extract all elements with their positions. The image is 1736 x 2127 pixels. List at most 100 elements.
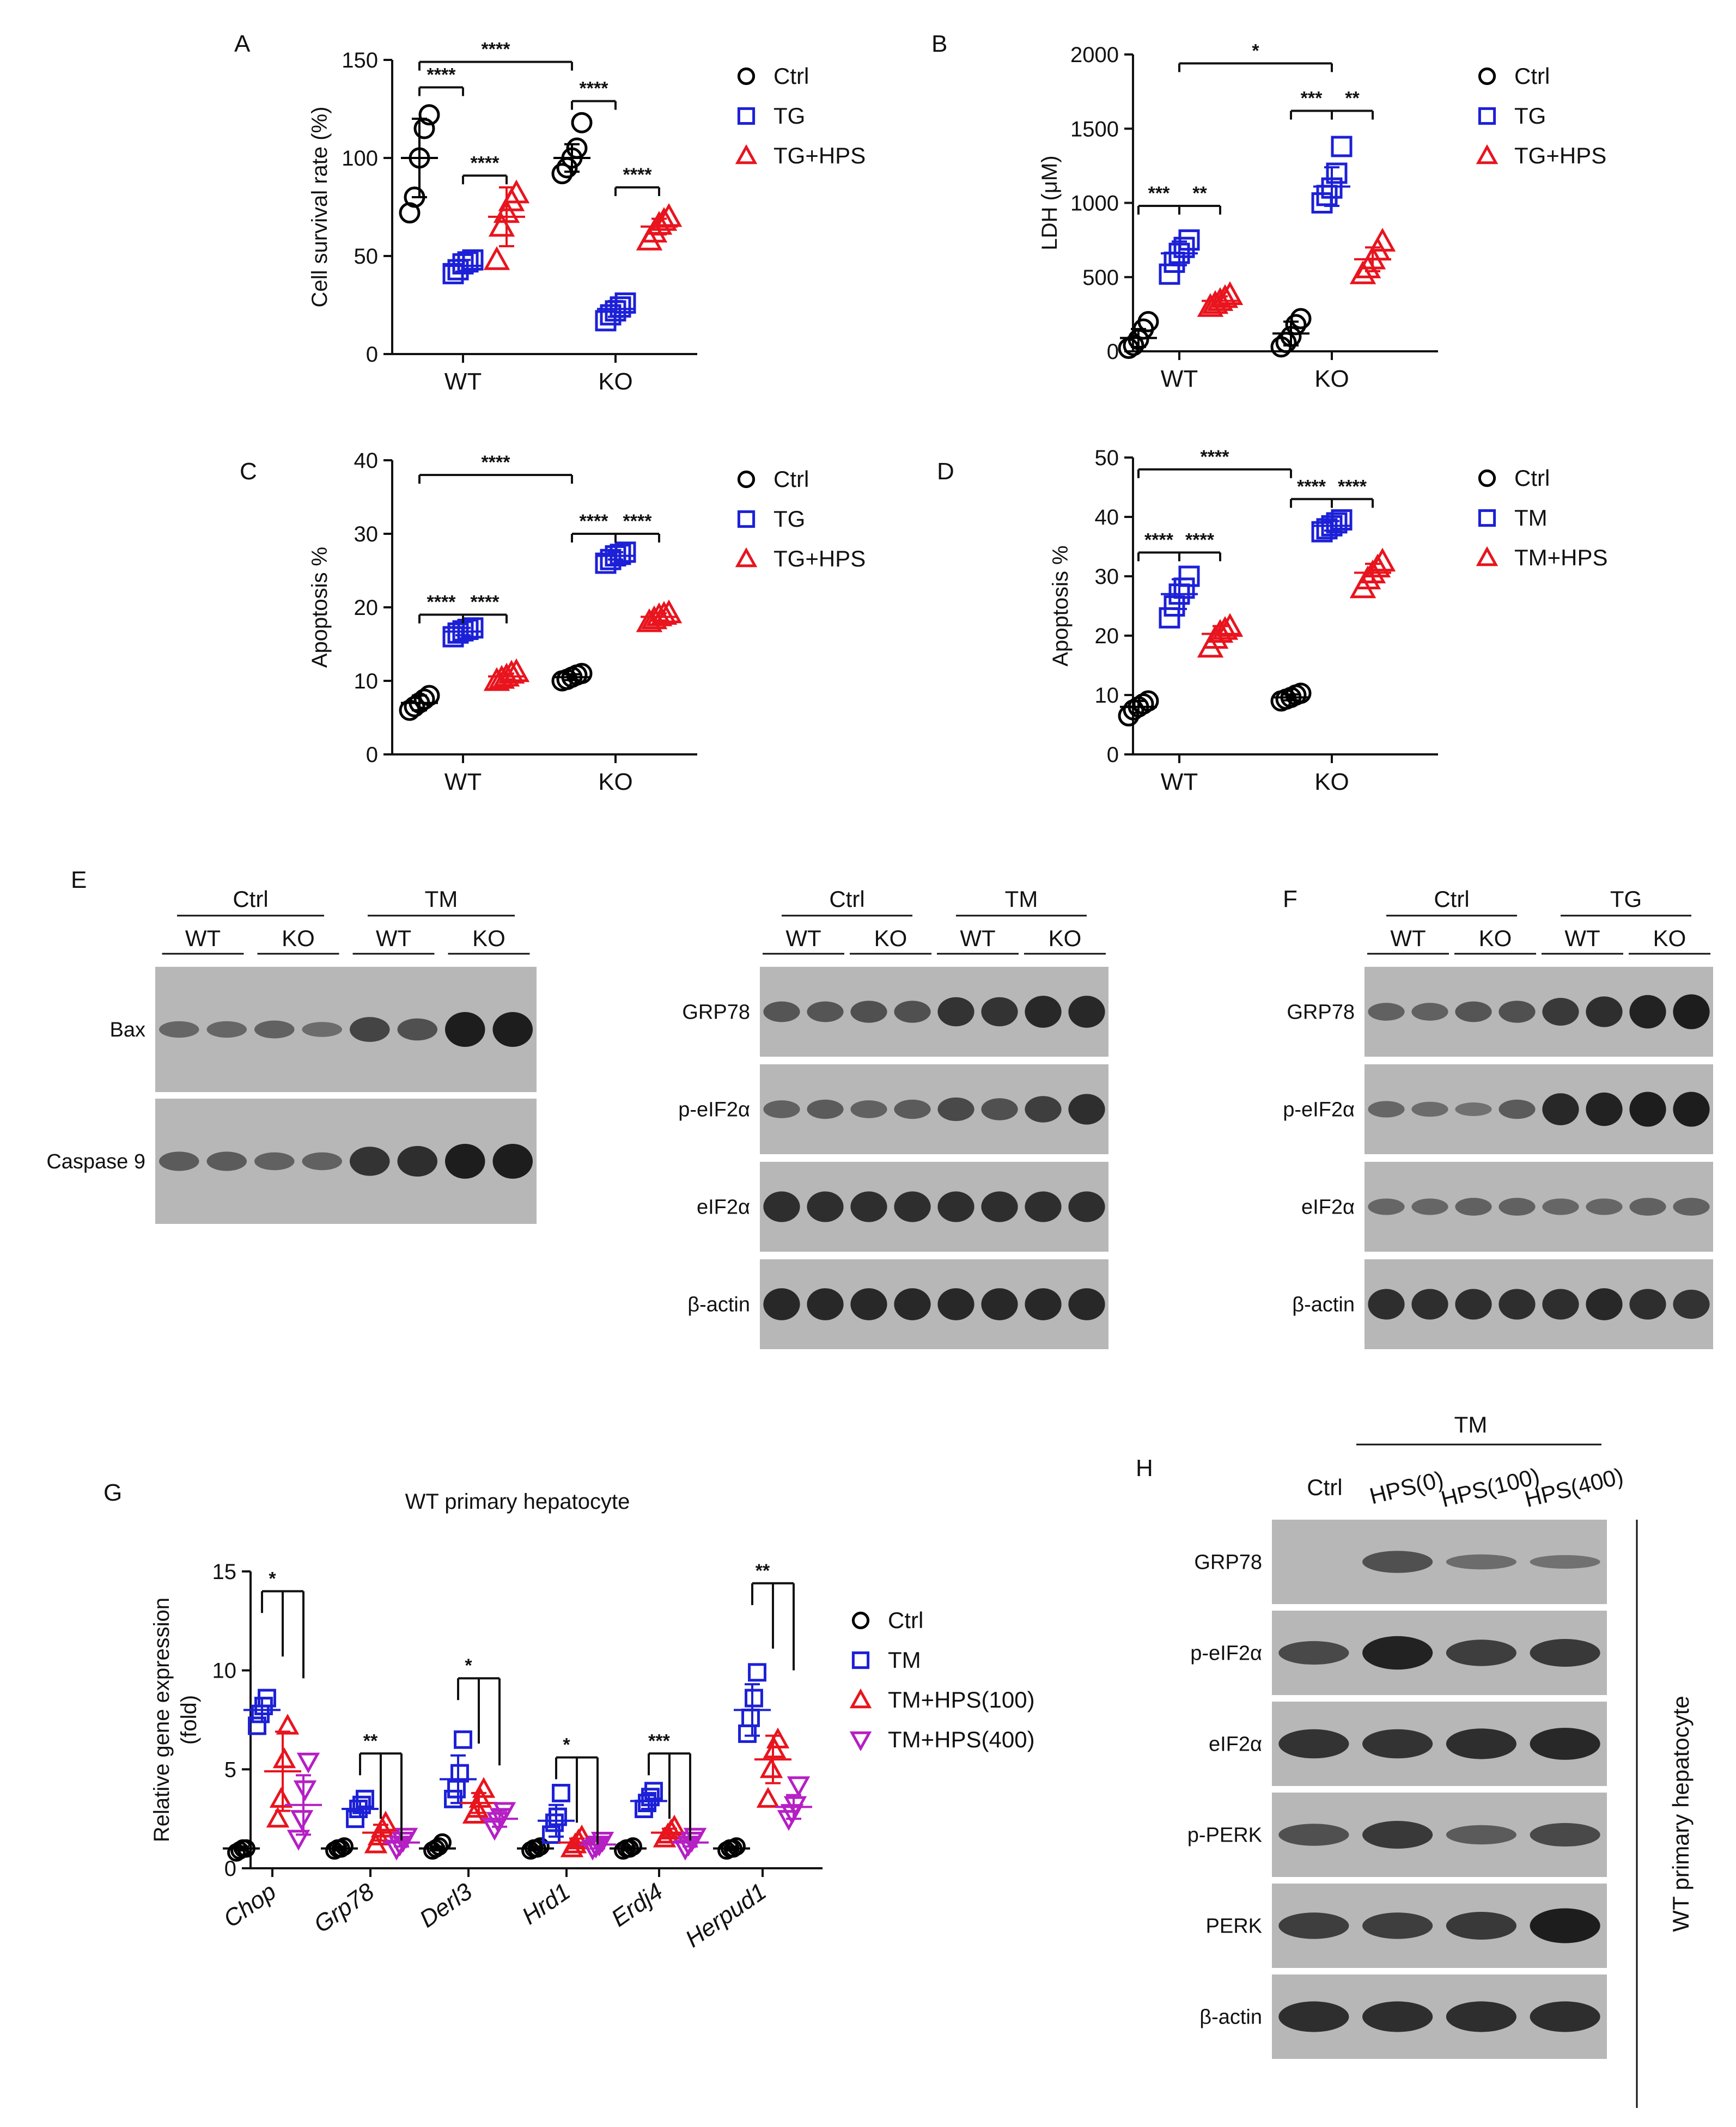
row-label: GRP78 <box>1194 1551 1262 1574</box>
lane-label: WT <box>185 925 221 951</box>
data-point <box>413 688 435 710</box>
legend: Ctrl TM TM+HPS <box>1476 465 1608 570</box>
data-point <box>1326 162 1348 184</box>
lane-label: KO <box>1479 925 1512 951</box>
data-point <box>287 1830 310 1851</box>
band <box>981 1191 1018 1222</box>
band <box>850 1001 887 1023</box>
row-label: p-eIF2α <box>678 1099 750 1122</box>
group-label: Ctrl <box>829 886 864 912</box>
band <box>1629 1198 1666 1216</box>
sig-label: ** <box>363 1730 378 1751</box>
data-point <box>1290 308 1312 330</box>
data-point <box>545 1813 564 1832</box>
row-label: eIF2α <box>1301 1196 1355 1219</box>
legend-label: Ctrl <box>1514 465 1550 491</box>
legend-marker <box>1476 144 1499 164</box>
y-tick-label: 1000 <box>1070 192 1119 216</box>
panel-label: D <box>937 458 954 485</box>
y-tick-label: 15 <box>212 1560 237 1584</box>
legend: Ctrl TG TG+HPS <box>735 63 866 168</box>
band <box>807 1099 844 1119</box>
data-point <box>1178 229 1200 251</box>
band <box>981 997 1018 1027</box>
data-point <box>1164 595 1185 617</box>
lane-label: KO <box>874 925 907 951</box>
band <box>445 1144 485 1179</box>
x-tick-label: WT <box>444 368 482 395</box>
band <box>1368 1003 1405 1021</box>
blot-f: GRP78 p-eIF2α eIF2α β-actin Ctrl TG WT KO WT KO <box>1283 886 1713 1349</box>
y-tick-label: 50 <box>354 245 379 269</box>
band <box>1542 1289 1579 1320</box>
sig-label: * <box>563 1735 570 1756</box>
data-point <box>1290 682 1312 704</box>
y-tick-label: 100 <box>342 147 378 170</box>
band <box>1673 1092 1710 1127</box>
data-point <box>1137 311 1159 332</box>
band <box>1278 1912 1349 1939</box>
band <box>1278 1641 1349 1665</box>
band <box>763 1100 800 1118</box>
y-tick-label: 10 <box>212 1659 237 1683</box>
lane-label: WT <box>1390 925 1426 951</box>
legend-marker <box>735 547 758 568</box>
series-tg-hps <box>1197 228 1396 317</box>
band <box>1530 1908 1600 1943</box>
band <box>1446 1912 1516 1940</box>
series-tg <box>1159 136 1353 285</box>
column-label: HPS(0) <box>1367 1466 1446 1509</box>
band <box>1530 2001 1600 2032</box>
band <box>1530 1728 1600 1760</box>
band <box>1278 1824 1349 1846</box>
sig-label: **** <box>1338 476 1367 497</box>
row-label: p-PERK <box>1187 1824 1262 1847</box>
y-tick-label: 30 <box>1095 565 1119 589</box>
series-ctrl <box>1118 682 1312 727</box>
band <box>254 1020 295 1039</box>
x-tick-label: KO <box>598 368 633 395</box>
band <box>1068 1094 1105 1125</box>
band <box>1068 1191 1105 1222</box>
band <box>1362 1729 1433 1759</box>
series-tg <box>442 541 636 648</box>
legend-marker <box>1478 469 1496 487</box>
data-point <box>759 1757 783 1778</box>
data-point <box>644 1782 663 1801</box>
band <box>1673 1198 1710 1216</box>
y-tick-label: 40 <box>1095 505 1119 529</box>
group-label: Ctrl <box>1434 886 1469 912</box>
band <box>1673 1289 1710 1319</box>
legend-marker <box>851 1651 870 1669</box>
sig-label: **** <box>482 39 511 60</box>
panel-label: H <box>1136 1455 1153 1482</box>
legend-marker <box>1478 509 1496 527</box>
band <box>763 1191 800 1222</box>
band <box>159 1021 199 1038</box>
row-label: Bax <box>110 1019 145 1041</box>
band <box>807 1001 844 1022</box>
data-point <box>1275 332 1297 354</box>
data-point <box>266 1807 290 1828</box>
chart-title: WT primary hepatocyte <box>405 1490 630 1514</box>
column-label: Ctrl <box>1307 1474 1342 1500</box>
row-label: β-actin <box>1199 2006 1262 2029</box>
sig-label: **** <box>482 452 511 473</box>
y-tick-label: 1500 <box>1070 117 1119 141</box>
series-ctrl <box>223 1833 750 1862</box>
legend-label: Ctrl <box>888 1607 923 1633</box>
sig-label: **** <box>1297 476 1326 497</box>
blot-e-right: GRP78 p-eIF2α eIF2α β-actin Ctrl TM WT KO WT KO <box>678 886 1108 1349</box>
group-label: TM <box>425 886 458 912</box>
legend-label: TG+HPS <box>1514 143 1606 168</box>
legend-marker <box>849 1688 872 1709</box>
y-tick-label: 0 <box>224 1857 236 1881</box>
data-point <box>549 1807 567 1826</box>
data-point <box>1326 512 1348 534</box>
data-point <box>1316 185 1338 206</box>
y-tick-label: 150 <box>342 48 378 72</box>
band <box>206 1151 247 1171</box>
band <box>350 1017 390 1042</box>
data-point <box>457 619 479 640</box>
panel-label: C <box>240 458 257 485</box>
